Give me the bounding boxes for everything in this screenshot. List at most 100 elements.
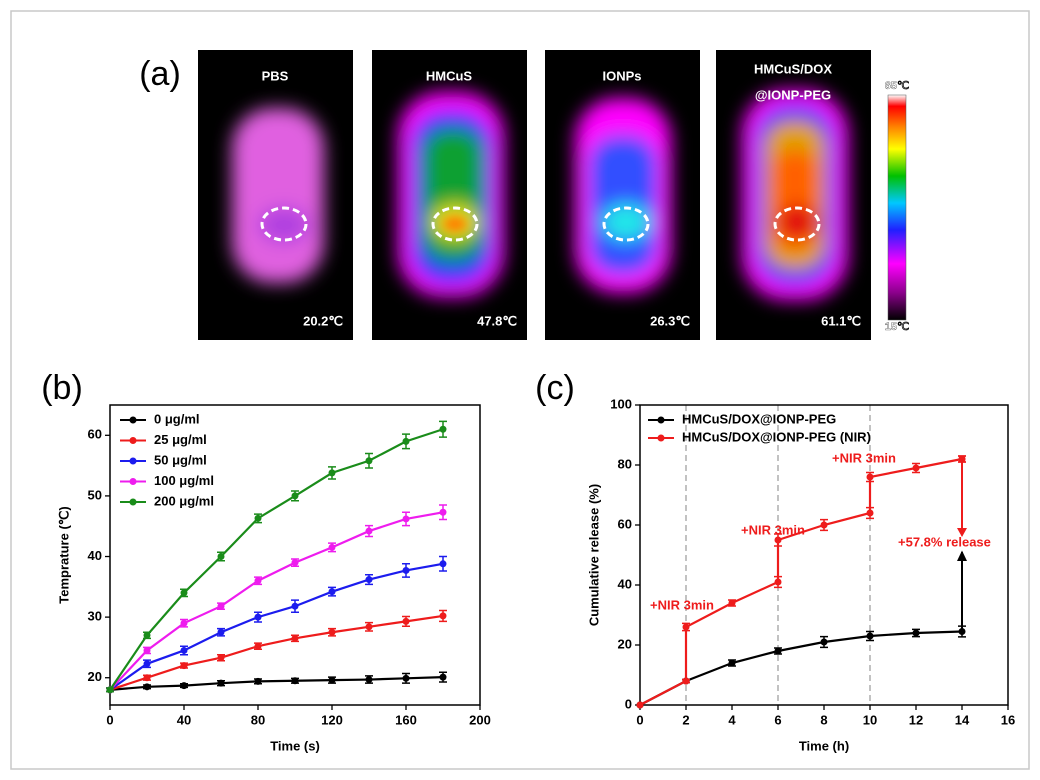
data-point [181, 620, 188, 627]
data-point [775, 648, 782, 655]
data-point [292, 492, 299, 499]
data-point [440, 509, 447, 516]
image-temperature: 47.8℃ [477, 313, 517, 328]
data-point [107, 686, 114, 693]
data-point [683, 678, 690, 685]
x-tick-label: 0 [636, 712, 643, 727]
y-tick-label: 60 [88, 427, 102, 442]
data-point [867, 510, 874, 517]
annotation: +57.8% release [898, 534, 991, 549]
image-title: HMCuS [426, 68, 473, 83]
y-tick-label: 40 [618, 576, 632, 591]
series-line [110, 564, 443, 690]
data-point [775, 537, 782, 544]
y-axis-label: Cumulative release (%) [586, 484, 601, 626]
annotation: +NIR 3min [832, 450, 896, 465]
legend-label: 200 μg/ml [154, 493, 214, 508]
data-point [440, 426, 447, 433]
plot-frame [640, 405, 1008, 705]
data-point [218, 654, 225, 661]
data-point [366, 676, 373, 683]
legend-marker [130, 499, 137, 506]
legend-marker [658, 435, 665, 442]
image-temperature: 20.2℃ [303, 313, 343, 328]
x-tick-label: 10 [863, 712, 877, 727]
x-tick-label: 14 [955, 712, 970, 727]
x-tick-label: 40 [177, 712, 191, 727]
legend-label: HMCuS/DOX@IONP-PEG (NIR) [682, 429, 871, 444]
data-point [329, 677, 336, 684]
data-point [729, 660, 736, 667]
data-point [218, 680, 225, 687]
legend-label: 25 μg/ml [154, 432, 207, 447]
data-point [440, 674, 447, 681]
data-point [181, 589, 188, 596]
data-point [218, 629, 225, 636]
data-point [366, 457, 373, 464]
data-point [181, 662, 188, 669]
series-line [640, 459, 962, 705]
panel-label: (b) [41, 369, 83, 407]
data-point [329, 544, 336, 551]
legend-marker [130, 437, 137, 444]
panel-label: (a) [139, 55, 181, 93]
heat-blob [232, 108, 324, 283]
heat-blob [398, 92, 504, 297]
data-point [144, 660, 151, 667]
data-point [403, 438, 410, 445]
image-title: HMCuS/DOX [754, 61, 832, 76]
x-tick-label: 16 [1001, 712, 1015, 727]
data-point [913, 465, 920, 472]
x-tick-label: 8 [820, 712, 827, 727]
data-point [329, 588, 336, 595]
series-line [110, 512, 443, 690]
arrow-head [957, 551, 967, 562]
x-axis-label: Time (s) [270, 738, 320, 753]
y-tick-label: 30 [88, 609, 102, 624]
heat-blob [742, 90, 848, 300]
x-tick-label: 2 [682, 712, 689, 727]
x-tick-label: 12 [909, 712, 923, 727]
data-point [403, 515, 410, 522]
data-point [403, 567, 410, 574]
data-point [366, 623, 373, 630]
legend-marker [658, 417, 665, 424]
y-tick-label: 40 [88, 548, 102, 563]
data-point [683, 624, 690, 631]
data-point [144, 683, 151, 690]
data-point [440, 560, 447, 567]
data-point [292, 635, 299, 642]
legend-label: HMCuS/DOX@IONP-PEG [682, 411, 836, 426]
colorbar [888, 95, 906, 320]
data-point [144, 674, 151, 681]
series-line [110, 429, 443, 690]
x-tick-label: 120 [321, 712, 343, 727]
data-point [329, 469, 336, 476]
y-tick-label: 60 [618, 516, 632, 531]
x-tick-label: 6 [774, 712, 781, 727]
x-tick-label: 0 [106, 712, 113, 727]
data-point [366, 528, 373, 535]
figure: (a) 65℃ 15℃ PBS20.2℃HMCuS47.8℃IONPs26.3℃… [0, 0, 1040, 780]
data-point [821, 522, 828, 529]
data-point [729, 600, 736, 607]
legend-label: 50 μg/ml [154, 452, 207, 467]
x-tick-label: 4 [728, 712, 736, 727]
data-point [218, 603, 225, 610]
x-tick-label: 160 [395, 712, 417, 727]
legend-marker [130, 478, 137, 485]
data-point [913, 630, 920, 637]
data-point [255, 678, 262, 685]
data-point [292, 559, 299, 566]
data-point [366, 576, 373, 583]
image-title: PBS [262, 68, 289, 83]
annotation: +NIR 3min [650, 597, 714, 612]
data-point [292, 677, 299, 684]
data-point [255, 643, 262, 650]
image-temperature: 61.1℃ [821, 313, 861, 328]
x-tick-label: 200 [469, 712, 491, 727]
legend-label: 100 μg/ml [154, 473, 214, 488]
data-point [255, 614, 262, 621]
data-point [292, 603, 299, 610]
series-line [110, 677, 443, 690]
